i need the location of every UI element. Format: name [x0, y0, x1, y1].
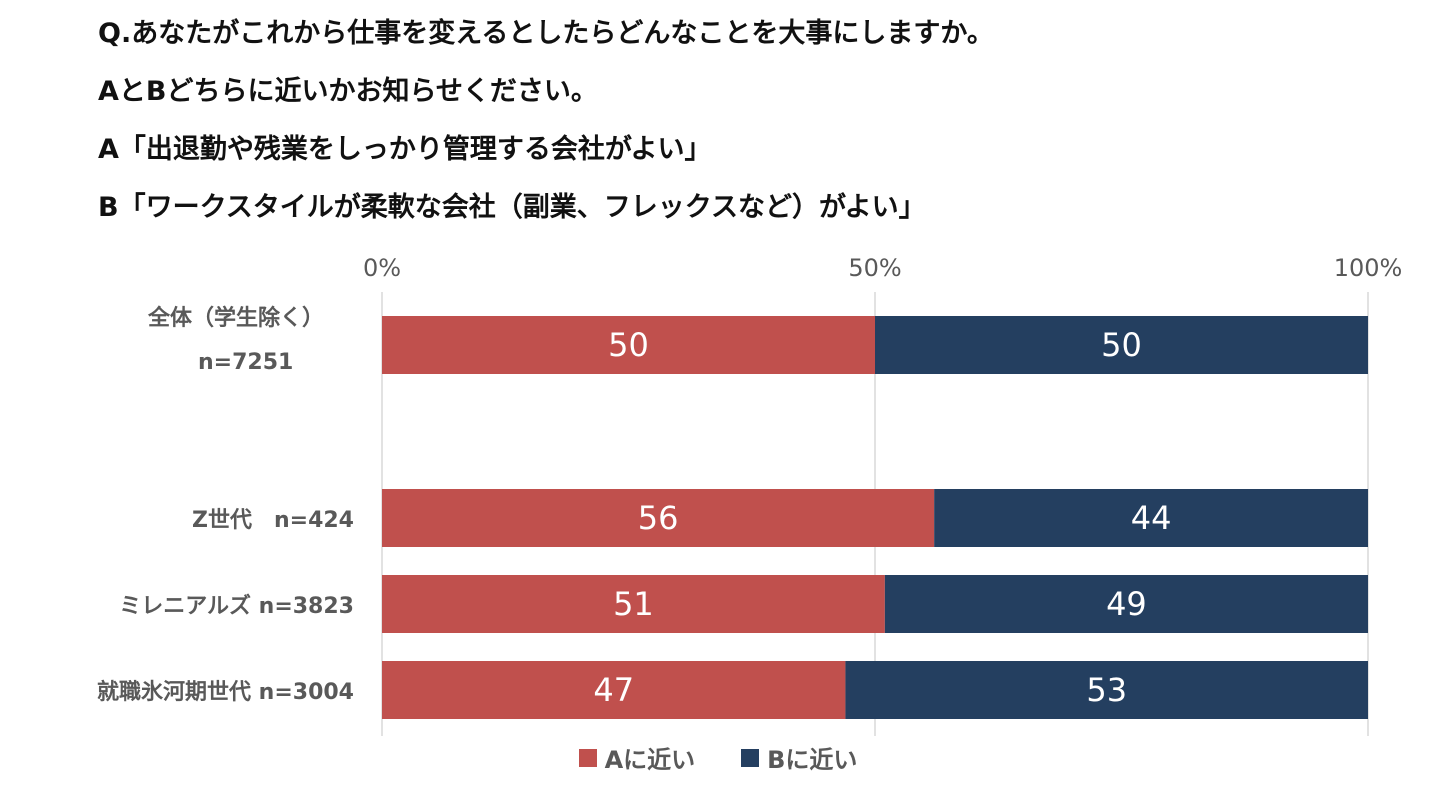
question-line-3: A「出退勤や残業をしっかり管理する会社がよい」 — [98, 134, 712, 165]
data-label: 47 — [593, 671, 634, 709]
data-label: 51 — [613, 585, 654, 623]
question-line-2: AとBどちらに近いかお知らせください。 — [98, 76, 598, 107]
question-block: Q.あなたがこれから仕事を変えるとしたらどんなことを大事にしますか。 AとBどち… — [98, 14, 994, 246]
legend-label-b: Bに近い — [767, 746, 858, 774]
question-line-4: B「ワークスタイルが柔軟な会社（副業、フレックスなど）がよい」 — [98, 192, 926, 223]
legend-item-a: Aに近い — [578, 740, 696, 775]
legend-label-a: Aに近い — [604, 746, 696, 774]
bar-segment — [845, 661, 1368, 719]
data-label: 50 — [1101, 326, 1142, 364]
x-tick-label: 50% — [848, 254, 901, 282]
legend: Aに近い Bに近い — [0, 740, 1436, 775]
x-tick-label: 100% — [1334, 254, 1403, 282]
data-label: 50 — [608, 326, 649, 364]
bar-segment — [382, 575, 885, 633]
category-label: ミレニアルズ n=3823 — [119, 594, 354, 619]
data-label: 49 — [1106, 585, 1147, 623]
bar-segment — [382, 661, 846, 719]
bar-segment — [884, 575, 1368, 633]
legend-item-b: Bに近い — [741, 740, 857, 775]
data-label: 53 — [1086, 671, 1127, 709]
bar-segment — [382, 316, 875, 374]
bar-segment — [382, 489, 935, 547]
category-label: Z世代 n=424 — [192, 508, 354, 533]
data-label: 44 — [1131, 499, 1172, 537]
question-line-1: Q.あなたがこれから仕事を変えるとしたらどんなことを大事にしますか。 — [98, 18, 994, 49]
category-label: 全体（学生除く） — [148, 306, 325, 331]
bar-segment — [934, 489, 1368, 547]
x-tick-label: 0% — [363, 254, 401, 282]
legend-swatch-a — [578, 748, 597, 767]
bar-segment — [875, 316, 1368, 374]
category-label: n=7251 — [198, 350, 294, 375]
legend-swatch-b — [741, 748, 760, 767]
data-label: 56 — [638, 499, 679, 537]
category-label: 就職氷河期世代 n=3004 — [97, 680, 354, 705]
